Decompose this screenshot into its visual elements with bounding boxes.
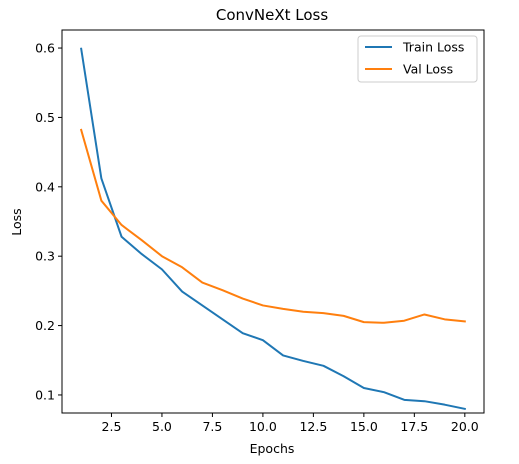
y-axis-label: Loss: [9, 208, 24, 235]
x-tick-label: 10.0: [249, 419, 277, 434]
series-layer: [79, 47, 467, 411]
x-axis: 2.5 5.0 7.5 10.0 12.5 15.0 17.5 20.0: [102, 413, 479, 434]
legend-label-val-loss: Val Loss: [403, 62, 453, 77]
x-axis-label: Epochs: [250, 441, 295, 456]
y-tick-label: 0.1: [35, 387, 55, 402]
x-tick-label: 15.0: [350, 419, 378, 434]
y-tick-label: 0.3: [35, 249, 55, 264]
y-tick-label: 0.4: [35, 179, 55, 194]
plot-frame: [61, 29, 485, 414]
x-tick-label: 17.5: [400, 419, 428, 434]
x-tick-label: 20.0: [451, 419, 479, 434]
series-line-val-loss: [79, 128, 466, 324]
y-tick-label: 0.2: [35, 318, 55, 333]
x-tick-label: 2.5: [102, 419, 122, 434]
chart-title: ConvNeXt Loss: [216, 6, 328, 24]
y-tick-label: 0.5: [35, 110, 55, 125]
x-tick-label: 7.5: [202, 419, 222, 434]
x-tick-label: 5.0: [152, 419, 172, 434]
y-tick-label: 0.6: [35, 41, 55, 56]
legend-label-train-loss: Train Loss: [402, 40, 464, 55]
y-axis: 0.1 0.2 0.3 0.4 0.5 0.6: [35, 41, 62, 402]
x-tick-label: 12.5: [299, 419, 327, 434]
series-line-train-loss: [80, 47, 467, 411]
legend: Train Loss Val Loss: [357, 35, 478, 83]
